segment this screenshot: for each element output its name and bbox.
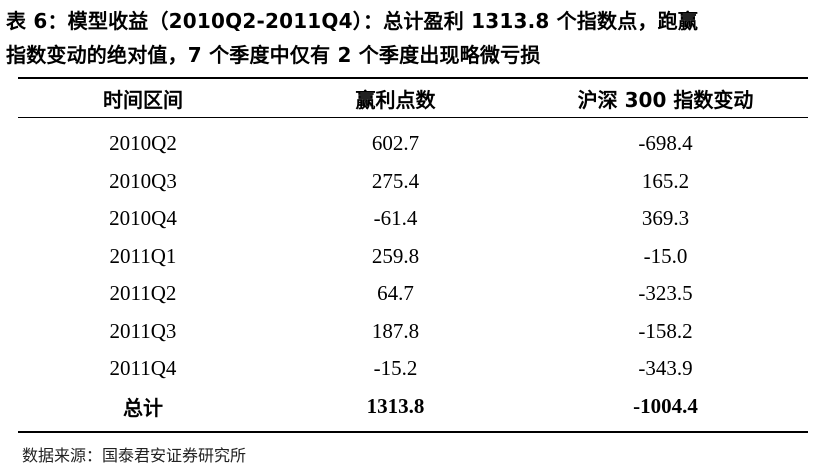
total-row: 总计 1313.8 -1004.4 <box>18 388 808 426</box>
index-change-cell: -698.4 <box>638 131 693 156</box>
top-rule <box>18 77 808 79</box>
table-row: 2010Q3 275.4 165.2 <box>18 163 808 201</box>
data-source-note: 数据来源：国泰君安证券研究所 <box>22 446 247 465</box>
caption-line-2: 指数变动的绝对值，7 个季度中仅有 2 个季度出现略微亏损 <box>6 43 541 67</box>
total-label: 总计 <box>123 395 163 420</box>
profit-cell: 275.4 <box>371 168 420 193</box>
header-spacer <box>18 117 808 125</box>
period-cell: 2011Q4 <box>109 356 177 381</box>
period-cell: 2011Q2 <box>109 281 177 306</box>
period-cell: 2010Q3 <box>109 168 177 193</box>
period-cell: 2010Q4 <box>109 206 177 231</box>
index-change-cell: -158.2 <box>638 318 693 343</box>
period-cell: 2011Q3 <box>109 318 177 343</box>
index-change-cell: -15.0 <box>643 243 688 268</box>
header-rule <box>18 117 808 118</box>
period-cell: 2011Q1 <box>109 243 177 268</box>
table-caption: 表 6：模型收益（2010Q2-2011Q4）：总计盈利 1313.8 个指数点… <box>6 4 822 72</box>
table-row: 2010Q4 -61.4 369.3 <box>18 200 808 238</box>
table-row: 2010Q2 602.7 -698.4 <box>18 125 808 163</box>
header-period: 时间区间 <box>103 88 183 112</box>
bottom-rule <box>18 431 808 433</box>
profit-cell: 187.8 <box>371 318 420 343</box>
header-profit-points: 赢利点数 <box>355 88 436 112</box>
caption-line-1: 表 6：模型收益（2010Q2-2011Q4）：总计盈利 1313.8 个指数点… <box>6 9 699 33</box>
table-row: 2011Q1 259.8 -15.0 <box>18 238 808 276</box>
total-profit-cell: 1313.8 <box>366 393 425 418</box>
returns-table: 时间区间 赢利点数 沪深 300 指数变动 2010Q2 602.7 -698.… <box>18 80 808 425</box>
table-row: 2011Q2 64.7 -323.5 <box>18 275 808 313</box>
period-cell: 2010Q2 <box>109 131 177 156</box>
profit-cell: -15.2 <box>373 356 418 381</box>
profit-cell: 259.8 <box>371 243 420 268</box>
index-change-cell: 165.2 <box>641 168 690 193</box>
index-change-cell: 369.3 <box>641 206 690 231</box>
table-row: 2011Q3 187.8 -158.2 <box>18 313 808 351</box>
profit-cell: 602.7 <box>371 131 420 156</box>
profit-cell: 64.7 <box>377 281 414 306</box>
profit-cell: -61.4 <box>373 206 418 231</box>
total-index-change-cell: -1004.4 <box>633 393 698 418</box>
index-change-cell: -343.9 <box>638 356 693 381</box>
table-row: 2011Q4 -15.2 -343.9 <box>18 350 808 388</box>
header-row: 时间区间 赢利点数 沪深 300 指数变动 <box>18 80 808 117</box>
index-change-cell: -323.5 <box>638 281 693 306</box>
header-index-change: 沪深 300 指数变动 <box>577 88 754 112</box>
